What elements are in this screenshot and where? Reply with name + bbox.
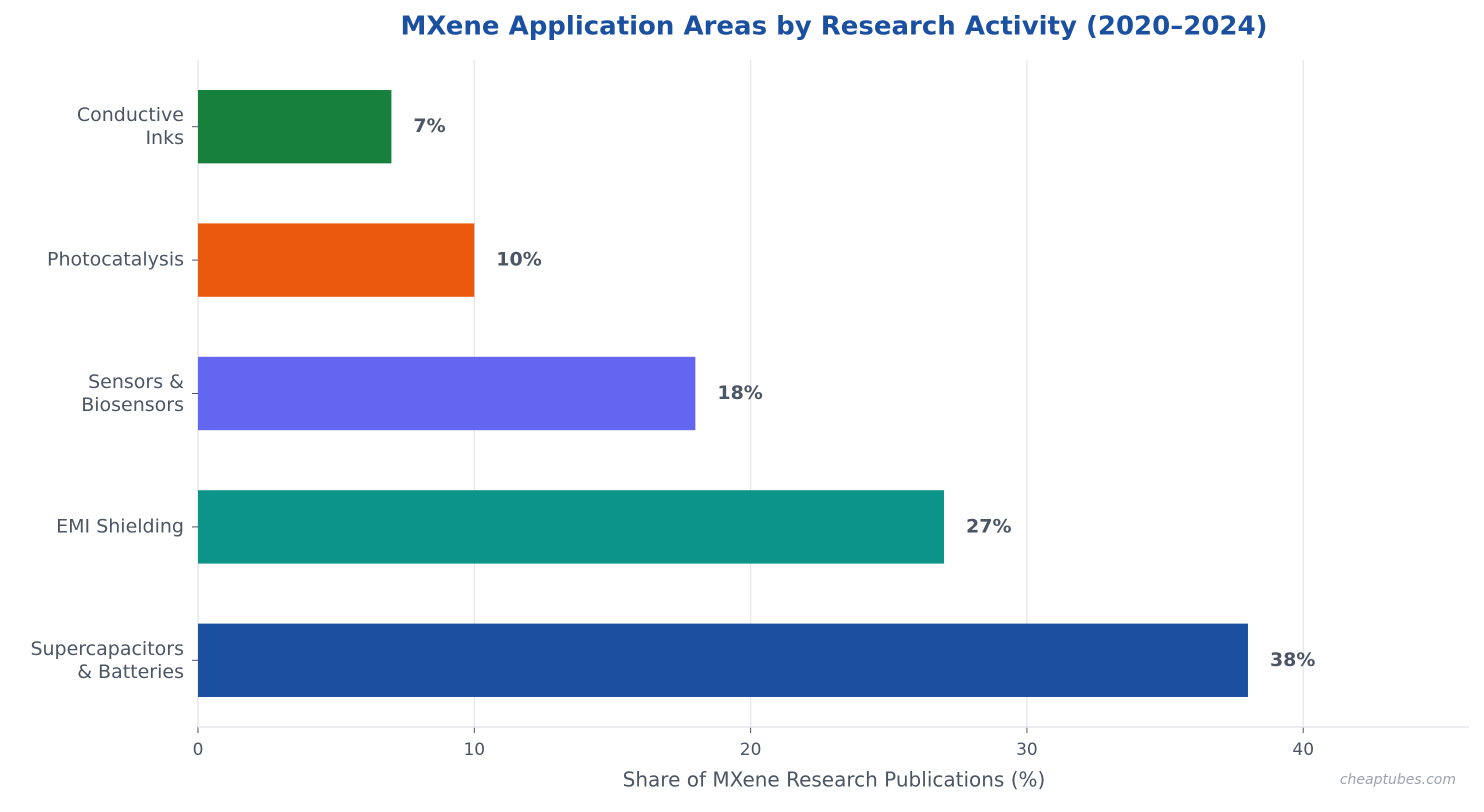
chart-title: MXene Application Areas by Research Acti… bbox=[401, 12, 1268, 42]
value-label: 38% bbox=[1270, 649, 1315, 671]
bar bbox=[198, 623, 1248, 697]
bar bbox=[198, 90, 392, 164]
y-tick-label: Photocatalysis bbox=[47, 249, 184, 271]
bar bbox=[198, 356, 696, 431]
x-tick-label: 40 bbox=[1292, 740, 1314, 760]
bar bbox=[198, 490, 945, 564]
bar bbox=[198, 223, 475, 297]
value-label: 27% bbox=[966, 515, 1011, 537]
x-axis-label: Share of MXene Research Publications (%) bbox=[623, 768, 1046, 792]
y-tick-label: Conductive Inks bbox=[77, 104, 184, 149]
x-tick-label: 20 bbox=[740, 740, 762, 760]
x-tick-label: 30 bbox=[1016, 740, 1038, 760]
y-tick-label: EMI Shielding bbox=[56, 515, 184, 537]
value-label: 7% bbox=[413, 115, 445, 137]
watermark: cheaptubes.com bbox=[1340, 772, 1456, 788]
y-tick-label: Sensors & Biosensors bbox=[81, 371, 184, 416]
x-tick-label: 0 bbox=[193, 740, 204, 760]
value-label: 18% bbox=[717, 382, 762, 404]
y-tick-label: Supercapacitors & Batteries bbox=[30, 637, 184, 682]
value-label: 10% bbox=[496, 249, 541, 271]
x-tick-label: 10 bbox=[463, 740, 485, 760]
